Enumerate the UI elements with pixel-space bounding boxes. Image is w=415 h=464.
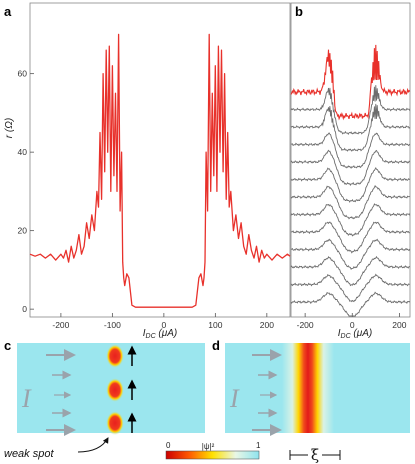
vortex-spot [106,344,124,368]
series-line-gray [290,85,411,135]
series-line-gray [290,184,410,220]
x-tick-label: 0 [350,320,355,330]
series-line-gray [290,132,411,169]
series-line-gray [290,255,411,287]
panel-a-plot: -200 -100 0 100 200 0 20 40 60 [18,33,291,330]
colorbar: 0 |ψ|² 1 [165,441,261,460]
panel-c-schematic: I weak spot [4,343,205,460]
current-label-c: I [21,384,32,413]
y-tick-label: 60 [18,69,28,79]
panel-b-frame [290,2,411,318]
series-line-gray [290,103,411,152]
panel-letter-b: b [295,4,303,19]
series-line-gray [290,149,411,186]
x-tick-label: 0 [161,320,166,330]
colorbar-scale [165,450,260,460]
panel-a-xlabel: IDC (μA) [143,328,178,340]
series-line-gray [290,166,411,203]
series-line-gray [290,291,411,317]
panel-b-plot: -200 0 200 [290,44,411,330]
panel-b-xlabel: IDC (μA) [338,328,373,340]
vortex-spot [106,411,124,435]
current-label-d: I [229,384,240,413]
xi-label: ξ [311,446,319,464]
panel-a-frame [29,2,291,318]
x-tick-label: 100 [208,320,222,330]
y-tick-label: 20 [18,226,28,236]
xi-label-bg [308,446,322,462]
series-line-gray [290,273,410,303]
y-tick-label: 40 [18,147,28,157]
x-tick-label: -200 [52,320,69,330]
series-line-gray [290,238,411,271]
series-line [29,33,291,308]
x-tick-label: -200 [297,320,314,330]
panel-letter-c: c [4,338,11,353]
colorbar-title: |ψ|² [202,442,215,451]
panel-d-schematic: I ξ [225,343,410,464]
vortex-spot [106,378,124,402]
x-tick-label: -100 [104,320,121,330]
weak-spot-pointer [77,437,109,453]
colorbar-max-label: 1 [256,441,261,450]
series-line-red [290,44,411,121]
y-tick-label: 0 [22,304,27,314]
colorbar-min-label: 0 [166,441,171,450]
panel-letter-d: d [212,338,220,353]
weak-spot-label: weak spot [4,448,54,460]
series-line-gray [290,203,411,237]
x-tick-label: 200 [260,320,274,330]
phase-slip-stripe [282,343,334,433]
panel-letter-a: a [4,4,12,19]
series-line-gray [290,221,410,254]
panel-a-ylabel: r (Ω) [4,118,15,138]
x-tick-label: 200 [392,320,406,330]
